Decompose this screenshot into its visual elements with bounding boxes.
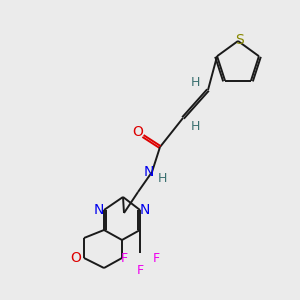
Text: N: N (140, 203, 150, 217)
Text: F: F (152, 251, 160, 265)
Text: F: F (120, 251, 128, 265)
Text: N: N (144, 165, 154, 179)
Text: H: H (190, 76, 200, 88)
Text: O: O (133, 125, 143, 139)
Text: O: O (70, 251, 81, 265)
Text: F: F (136, 263, 144, 277)
Text: N: N (94, 203, 104, 217)
Text: H: H (190, 119, 200, 133)
Text: S: S (235, 33, 243, 47)
Text: H: H (157, 172, 167, 185)
